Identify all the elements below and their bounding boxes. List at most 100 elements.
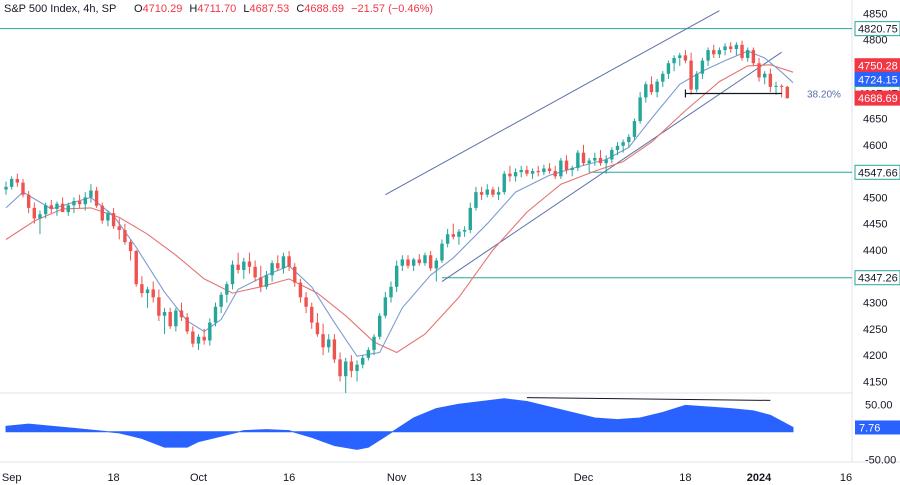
candle	[553, 165, 557, 179]
candle	[247, 252, 252, 274]
candle-body	[394, 265, 399, 287]
candle	[746, 47, 750, 62]
candle-body	[553, 171, 557, 177]
price-tick-label: 4650	[863, 113, 887, 125]
candle	[615, 142, 620, 156]
candle-body	[151, 289, 155, 298]
candle	[610, 147, 614, 164]
candle-body	[111, 213, 116, 227]
candle	[485, 184, 489, 198]
candle	[349, 355, 354, 378]
candle	[281, 252, 286, 274]
candle	[117, 218, 121, 240]
candle-body	[661, 73, 665, 82]
time-tick-label: Sep	[2, 472, 22, 484]
candle	[168, 307, 172, 329]
candle-body	[785, 86, 790, 99]
candle-body	[604, 159, 608, 164]
candle	[106, 210, 110, 227]
candle-body	[21, 182, 25, 195]
candle-body	[349, 361, 354, 371]
candle	[638, 92, 642, 124]
candle-body	[157, 297, 161, 316]
candle	[445, 228, 450, 248]
candle-body	[491, 189, 495, 195]
candle-body	[774, 85, 778, 87]
ma-long-line	[5, 64, 794, 354]
candle	[649, 76, 654, 95]
candle	[157, 289, 161, 321]
channel-line	[385, 10, 720, 196]
candle-body	[468, 207, 472, 230]
candle-body	[310, 306, 314, 323]
candle	[276, 255, 280, 272]
candle	[604, 155, 608, 174]
candle-body	[83, 197, 87, 205]
candle-body	[570, 167, 574, 171]
price-tick-label: 4250	[863, 324, 887, 336]
candle	[757, 57, 761, 82]
candle	[440, 239, 444, 264]
candle-body	[678, 55, 682, 58]
candle-body	[485, 189, 489, 195]
candle	[751, 47, 756, 66]
candle-body	[525, 170, 529, 174]
candle-body	[768, 73, 773, 87]
price-badge: 4750.28	[854, 58, 900, 74]
candle-body	[695, 73, 699, 90]
candle-body	[428, 255, 433, 269]
candle	[462, 226, 467, 237]
candle	[360, 355, 365, 369]
price-tick-label: 4400	[863, 245, 887, 257]
fib-level[interactable]: 38.20%	[684, 89, 841, 100]
candle-body	[423, 255, 427, 264]
candle	[411, 257, 416, 272]
time-tick-label: 16	[840, 472, 852, 484]
candle	[406, 255, 410, 269]
osc-current-badge: 7.76	[855, 420, 900, 435]
price-tick-label: 4300	[863, 298, 887, 310]
candle-body	[400, 259, 405, 266]
candle	[219, 292, 223, 314]
candle	[593, 152, 597, 166]
oscillator-area	[5, 398, 794, 450]
candle	[100, 202, 104, 224]
horizontal-levels[interactable]	[0, 28, 852, 279]
candle-body	[496, 192, 501, 195]
candle-body	[89, 190, 93, 198]
candle	[128, 239, 133, 261]
price-tick-label: 4200	[863, 350, 887, 362]
candle-body	[338, 359, 342, 377]
candle	[706, 47, 710, 66]
candle	[576, 150, 580, 172]
candlesticks[interactable]	[4, 40, 790, 394]
candle	[242, 257, 246, 279]
candle-body	[683, 55, 688, 61]
chart-header: S&P 500 Index, 4h, SP O4710.29 H4711.70 …	[4, 3, 433, 15]
candle-body	[128, 242, 133, 252]
price-badges: 4820.754750.284724.154697.474688.694547.…	[854, 21, 900, 286]
candle	[338, 352, 342, 382]
candle	[174, 307, 178, 332]
moving-averages	[5, 50, 794, 357]
candle	[145, 286, 150, 308]
symbol-title: S&P 500 Index, 4h, SP	[4, 3, 116, 15]
candle-body	[440, 243, 444, 261]
candle-body	[106, 213, 110, 221]
candle-body	[474, 192, 478, 208]
candle	[298, 278, 303, 303]
price-tick-label: 4850	[863, 8, 887, 20]
candle	[508, 165, 512, 182]
candle-body	[247, 261, 252, 267]
candle-body	[445, 234, 450, 244]
price-badge: 4347.26	[854, 270, 900, 286]
candle-body	[145, 289, 150, 294]
candle	[236, 252, 240, 274]
candle	[525, 165, 529, 177]
time-tick-label: 2024	[747, 472, 772, 484]
svg-text:O4710.29 H4711.70: O4710.29 H4711.70 L4687.53 C4688.69 −21.…	[134, 3, 433, 15]
osc-badge-text: 7.76	[859, 422, 880, 434]
candle	[60, 197, 65, 213]
candle	[213, 302, 218, 327]
